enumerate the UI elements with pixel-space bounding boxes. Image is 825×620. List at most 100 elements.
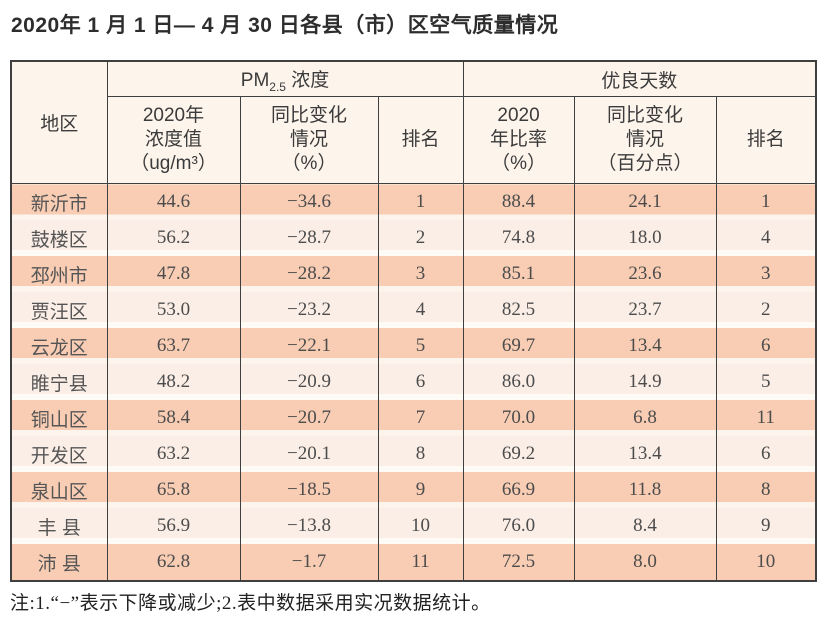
cell-region: 新沂市 [10, 183, 108, 220]
table-row: 云龙区 63.7 −22.1 5 69.7 13.4 6 [10, 328, 817, 364]
header-ratio: 2020 年比率 （%） [462, 96, 575, 184]
cell-ratio-rank: 9 [715, 508, 817, 544]
cell-ratio-change: 23.6 [573, 256, 717, 292]
table-row: 丰 县 56.9 −13.8 10 76.0 8.4 9 [10, 508, 817, 544]
cell-pm-value: 48.2 [106, 364, 241, 400]
air-quality-table: 地区 PM2.5 浓度 优良天数 2020年 浓度值 （ug/m³） 同比变化 … [10, 60, 818, 582]
cell-pm-rank: 10 [377, 508, 464, 544]
cell-pm-change: −23.2 [239, 292, 379, 328]
cell-ratio-rank: 5 [715, 364, 817, 400]
cell-ratio-change: 13.4 [573, 328, 717, 364]
header-ratio-rank: 排名 [715, 96, 817, 184]
cell-region: 睢宁县 [10, 364, 108, 400]
cell-pm-change: −20.7 [239, 400, 379, 436]
cell-ratio-rank: 4 [715, 220, 817, 256]
header-pm-change: 同比变化 情况 （%） [239, 96, 379, 184]
cell-ratio-change: 18.0 [573, 220, 717, 256]
cell-region: 鼓楼区 [10, 220, 108, 256]
cell-region: 泉山区 [10, 472, 108, 508]
cell-pm-value: 63.7 [106, 328, 241, 364]
table-row: 沛 县 62.8 −1.7 11 72.5 8.0 10 [10, 544, 817, 581]
pm25-label: PM2.5 浓度 [240, 69, 330, 94]
cell-pm-change: −28.7 [239, 220, 379, 256]
cell-ratio-rank: 10 [715, 544, 817, 581]
cell-ratio-change: 11.8 [573, 472, 717, 508]
header-ratio-change: 同比变化 情况 （百分点） [573, 96, 717, 184]
header-group-pm25: PM2.5 浓度 [106, 60, 464, 97]
cell-pm-value: 53.0 [106, 292, 241, 328]
cell-ratio-change: 8.4 [573, 508, 717, 544]
table-row: 睢宁县 48.2 −20.9 6 86.0 14.9 5 [10, 364, 817, 400]
cell-ratio: 69.2 [462, 436, 575, 472]
cell-ratio: 76.0 [462, 508, 575, 544]
cell-ratio-rank: 11 [715, 400, 817, 436]
cell-ratio-rank: 6 [715, 436, 817, 472]
cell-pm-value: 56.9 [106, 508, 241, 544]
cell-pm-change: −18.5 [239, 472, 379, 508]
cell-ratio: 74.8 [462, 220, 575, 256]
cell-pm-change: −20.1 [239, 436, 379, 472]
table-row: 铜山区 58.4 −20.7 7 70.0 6.8 11 [10, 400, 817, 436]
cell-pm-value: 62.8 [106, 544, 241, 581]
cell-pm-change: −28.2 [239, 256, 379, 292]
table-row: 开发区 63.2 −20.1 8 69.2 13.4 6 [10, 436, 817, 472]
cell-pm-rank: 3 [377, 256, 464, 292]
table-row: 贾汪区 53.0 −23.2 4 82.5 23.7 2 [10, 292, 817, 328]
cell-pm-value: 56.2 [106, 220, 241, 256]
cell-ratio-change: 23.7 [573, 292, 717, 328]
cell-region: 丰 县 [10, 508, 108, 544]
cell-ratio-change: 24.1 [573, 183, 717, 220]
cell-pm-rank: 8 [377, 436, 464, 472]
cell-ratio: 88.4 [462, 183, 575, 220]
cell-ratio: 85.1 [462, 256, 575, 292]
cell-ratio-change: 13.4 [573, 436, 717, 472]
cell-pm-change: −34.6 [239, 183, 379, 220]
cell-pm-change: −22.1 [239, 328, 379, 364]
cell-region: 开发区 [10, 436, 108, 472]
table-row: 泉山区 65.8 −18.5 9 66.9 11.8 8 [10, 472, 817, 508]
cell-pm-rank: 7 [377, 400, 464, 436]
cell-pm-rank: 6 [377, 364, 464, 400]
cell-ratio-rank: 8 [715, 472, 817, 508]
cell-pm-value: 44.6 [106, 183, 241, 220]
sub-header-row: 2020年 浓度值 （ug/m³） 同比变化 情况 （%） 排名 2020 年比… [11, 96, 817, 184]
cell-ratio-rank: 2 [715, 292, 817, 328]
cell-region: 邳州市 [10, 256, 108, 292]
cell-ratio: 69.7 [462, 328, 575, 364]
cell-region: 沛 县 [10, 544, 108, 581]
cell-pm-rank: 9 [377, 472, 464, 508]
cell-ratio-rank: 6 [715, 328, 817, 364]
cell-pm-change: −13.8 [239, 508, 379, 544]
cell-ratio-change: 14.9 [573, 364, 717, 400]
group-header-row: 地区 PM2.5 浓度 优良天数 [10, 60, 817, 184]
cell-pm-rank: 11 [377, 544, 464, 581]
footnote: 注:1.“−”表示下降或减少;2.表中数据采用实况数据统计。 [10, 593, 491, 614]
cell-pm-rank: 4 [377, 292, 464, 328]
table-row: 邳州市 47.8 −28.2 3 85.1 23.6 3 [10, 256, 817, 292]
cell-ratio: 70.0 [462, 400, 575, 436]
header-pm-value: 2020年 浓度值 （ug/m³） [106, 96, 241, 184]
header-pm-rank: 排名 [377, 96, 464, 184]
cell-ratio: 82.5 [462, 292, 575, 328]
cell-pm-rank: 1 [377, 183, 464, 220]
cell-pm-rank: 5 [377, 328, 464, 364]
header-region: 地区 [10, 60, 108, 184]
cell-ratio-rank: 3 [715, 256, 817, 292]
table-row: 新沂市 44.6 −34.6 1 88.4 24.1 1 [10, 183, 817, 220]
table-row: 鼓楼区 56.2 −28.7 2 74.8 18.0 4 [10, 220, 817, 256]
cell-ratio: 86.0 [462, 364, 575, 400]
cell-ratio-rank: 1 [715, 183, 817, 220]
cell-region: 云龙区 [10, 328, 108, 364]
cell-ratio-change: 8.0 [573, 544, 717, 581]
cell-pm-change: −20.9 [239, 364, 379, 400]
cell-region: 铜山区 [10, 400, 108, 436]
page-title: 2020年 1 月 1 日— 4 月 30 日各县（市）区空气质量情况 [11, 14, 559, 37]
cell-pm-value: 58.4 [106, 400, 241, 436]
cell-ratio-change: 6.8 [573, 400, 717, 436]
cell-pm-rank: 2 [377, 220, 464, 256]
cell-ratio: 66.9 [462, 472, 575, 508]
cell-pm-value: 47.8 [106, 256, 241, 292]
cell-region: 贾汪区 [10, 292, 108, 328]
cell-pm-change: −1.7 [239, 544, 379, 581]
cell-pm-value: 65.8 [106, 472, 241, 508]
